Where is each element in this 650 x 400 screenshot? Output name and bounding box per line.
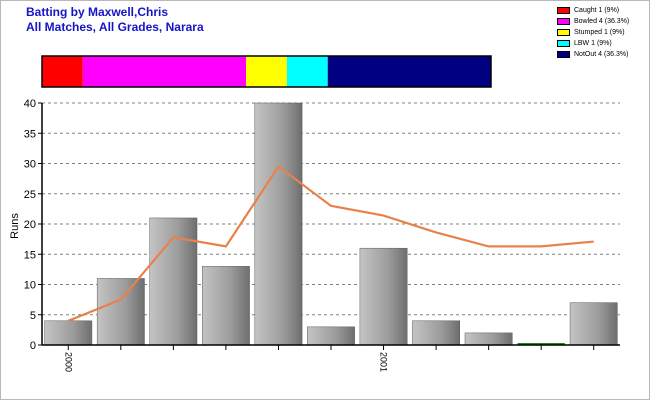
bar-5 (307, 326, 355, 346)
legend-label-notout: NotOut 4 (36.3%) (574, 51, 629, 58)
trend-line-series (67, 164, 594, 322)
dismissal-segment-0 (42, 56, 83, 87)
legend-label-lbw: LBW 1 (9%) (574, 40, 612, 47)
legend-swatch-notout (557, 51, 570, 58)
y-tick-label-5: 5 (30, 310, 36, 322)
bar-6 (359, 247, 408, 346)
y-axis-label: Runs (9, 213, 21, 239)
bar-7 (412, 320, 460, 346)
legend-swatch-bowled (557, 18, 570, 25)
legend: Caught 1 (9%) Bowled 4 (36.3%) Stumped 1… (557, 5, 629, 60)
y-tick-label-0: 0 (30, 340, 36, 352)
bar-0 (44, 320, 93, 346)
dismissal-segment-4 (327, 56, 491, 87)
grid-lines (42, 102, 620, 316)
dismissal-segment-2 (246, 56, 287, 87)
axes: 0 5 10 15 20 25 30 35 40 2000 2001 (24, 98, 620, 372)
x-tick-label-2000: 2000 (63, 352, 73, 372)
bar-1 (96, 278, 145, 346)
y-tick-label-15: 15 (24, 249, 36, 261)
legend-swatch-stumped (557, 29, 570, 36)
legend-item-bowled: Bowled 4 (36.3%) (557, 16, 629, 27)
bar-3 (202, 266, 250, 346)
x-tick-label-2001: 2001 (379, 352, 389, 372)
dismissal-breakdown-bar (41, 55, 492, 88)
y-tick-label-40: 40 (24, 98, 36, 110)
bar-series (44, 102, 618, 346)
legend-label-stumped: Stumped 1 (9%) (574, 29, 625, 36)
legend-item-notout: NotOut 4 (36.3%) (557, 49, 629, 60)
legend-item-lbw: LBW 1 (9%) (557, 38, 629, 49)
legend-swatch-caught (557, 7, 570, 14)
legend-item-stumped: Stumped 1 (9%) (557, 27, 629, 38)
legend-item-caught: Caught 1 (9%) (557, 5, 629, 16)
dismissal-bar-border (41, 55, 492, 88)
chart-title: Batting by Maxwell,Chris (26, 5, 169, 19)
y-tick-label-30: 30 (24, 159, 36, 171)
bar-10 (569, 302, 618, 346)
bar-8 (464, 332, 513, 346)
chart-subtitle: All Matches, All Grades, Narara (26, 20, 204, 34)
dismissal-segment-1 (82, 56, 247, 87)
legend-swatch-lbw (557, 40, 570, 47)
dismissal-segment-3 (286, 56, 328, 87)
y-tick-label-20: 20 (24, 219, 36, 231)
legend-label-caught: Caught 1 (9%) (574, 7, 620, 14)
trend-line (67, 164, 594, 322)
bar-4 (254, 102, 303, 346)
y-tick-label-10: 10 (24, 280, 36, 292)
legend-label-bowled: Bowled 4 (36.3%) (574, 18, 630, 25)
y-tick-label-35: 35 (24, 128, 36, 140)
y-tick-label-25: 25 (24, 189, 36, 201)
